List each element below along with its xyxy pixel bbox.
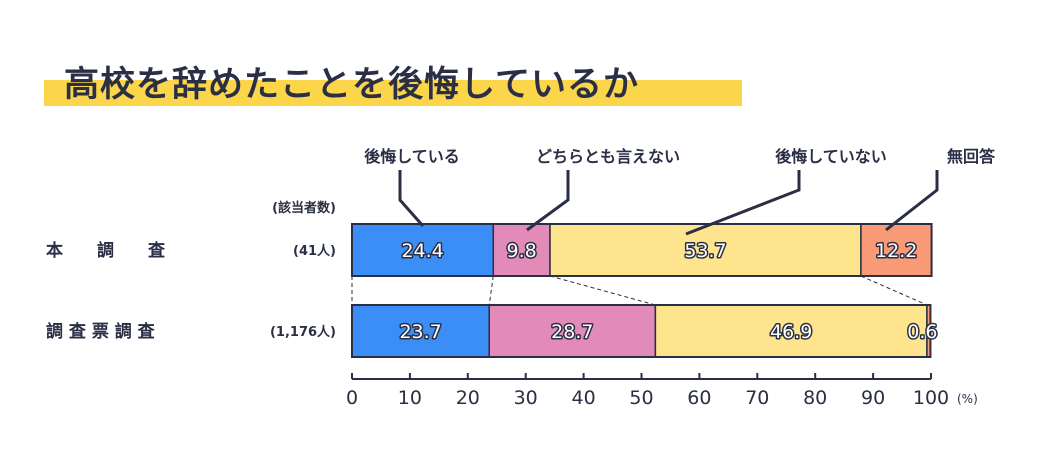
series-callout-label: 無回答 xyxy=(947,147,996,166)
segment-value-label: 0.6 xyxy=(907,321,937,343)
callout-leader-line xyxy=(885,170,939,232)
x-tick-label: 60 xyxy=(687,387,711,409)
segment-value-label: 28.7 xyxy=(551,321,593,343)
count-header: (該当者数) xyxy=(272,200,336,216)
bar-frame xyxy=(351,223,933,277)
x-unit-label: (%) xyxy=(957,392,978,406)
callout-leader-line xyxy=(398,170,425,227)
connector-line xyxy=(549,275,656,306)
series-callout-label: 後悔していない xyxy=(775,147,887,166)
x-tick-label: 30 xyxy=(514,387,538,409)
segment-value-label: 23.7 xyxy=(399,321,441,343)
segment-value-label: 46.9 xyxy=(770,321,812,343)
x-tick-label: 70 xyxy=(745,387,769,409)
row-category-label: 調 査 票 調 査 xyxy=(46,321,156,342)
connector-line xyxy=(860,275,928,306)
x-tick-label: 100 xyxy=(913,387,949,409)
bar-frame xyxy=(351,304,932,358)
x-tick-label: 80 xyxy=(803,387,827,409)
row-count-label: (1,176人) xyxy=(270,324,336,340)
x-tick-label: 40 xyxy=(572,387,596,409)
chart-title-area: 高校を辞めたことを後悔しているか xyxy=(44,52,744,112)
x-tick-label: 90 xyxy=(861,387,885,409)
x-tick-label: 10 xyxy=(398,387,422,409)
callout-leader-line xyxy=(685,170,801,236)
chart-title: 高校を辞めたことを後悔しているか xyxy=(64,65,639,105)
row-count-label: (41人) xyxy=(293,243,336,259)
series-callout-label: 後悔している xyxy=(364,147,460,166)
bar-segment xyxy=(492,223,551,277)
segment-value-label: 9.8 xyxy=(507,240,537,262)
title-highlight-band xyxy=(44,80,742,106)
series-callout-label: どちらとも言えない xyxy=(536,147,680,166)
x-tick-label: 50 xyxy=(629,387,653,409)
x-tick-label: 20 xyxy=(456,387,480,409)
segment-value-label: 53.7 xyxy=(684,240,726,262)
bar-segment xyxy=(549,223,862,277)
segment-value-label: 24.4 xyxy=(401,240,443,262)
row-category-label: 本 調 査 xyxy=(46,240,166,261)
x-tick-label: 0 xyxy=(346,387,358,409)
segment-value-label: 12.2 xyxy=(875,240,917,262)
callout-leader-line xyxy=(526,170,570,232)
connector-line xyxy=(488,275,494,306)
